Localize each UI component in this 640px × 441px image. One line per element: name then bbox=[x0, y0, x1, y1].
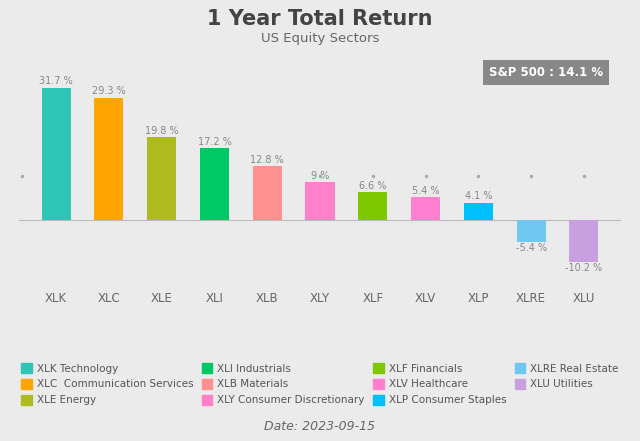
Bar bbox=[95, 97, 124, 220]
Text: 12.8 %: 12.8 % bbox=[250, 155, 284, 165]
Legend: XLK Technology, XLC  Communication Services, XLE Energy, XLI Industrials, XLB Ma: XLK Technology, XLC Communication Servic… bbox=[21, 363, 619, 405]
Text: 19.8 %: 19.8 % bbox=[145, 126, 179, 136]
Bar bbox=[305, 182, 335, 220]
Text: 29.3 %: 29.3 % bbox=[92, 86, 126, 96]
Title: 1 Year Total Return: 1 Year Total Return bbox=[207, 9, 433, 29]
Text: 5.4 %: 5.4 % bbox=[412, 186, 439, 196]
Text: 31.7 %: 31.7 % bbox=[39, 76, 73, 86]
Bar bbox=[147, 137, 176, 220]
Text: S&P 500 : 14.1 %: S&P 500 : 14.1 % bbox=[488, 66, 603, 79]
Bar bbox=[358, 192, 387, 220]
Bar bbox=[570, 220, 598, 262]
Text: 9 %: 9 % bbox=[311, 171, 329, 181]
Bar bbox=[464, 202, 493, 220]
Text: Date: 2023-09-15: Date: 2023-09-15 bbox=[264, 420, 376, 433]
Text: -10.2 %: -10.2 % bbox=[565, 263, 602, 273]
Text: -5.4 %: -5.4 % bbox=[516, 243, 547, 254]
Bar bbox=[253, 166, 282, 220]
Text: 6.6 %: 6.6 % bbox=[359, 181, 387, 191]
Bar bbox=[42, 87, 70, 220]
Bar bbox=[411, 197, 440, 220]
Text: US Equity Sectors: US Equity Sectors bbox=[261, 32, 379, 45]
Bar bbox=[200, 148, 229, 220]
Bar bbox=[516, 220, 545, 242]
Text: 4.1 %: 4.1 % bbox=[465, 191, 492, 202]
Text: 17.2 %: 17.2 % bbox=[198, 137, 232, 147]
